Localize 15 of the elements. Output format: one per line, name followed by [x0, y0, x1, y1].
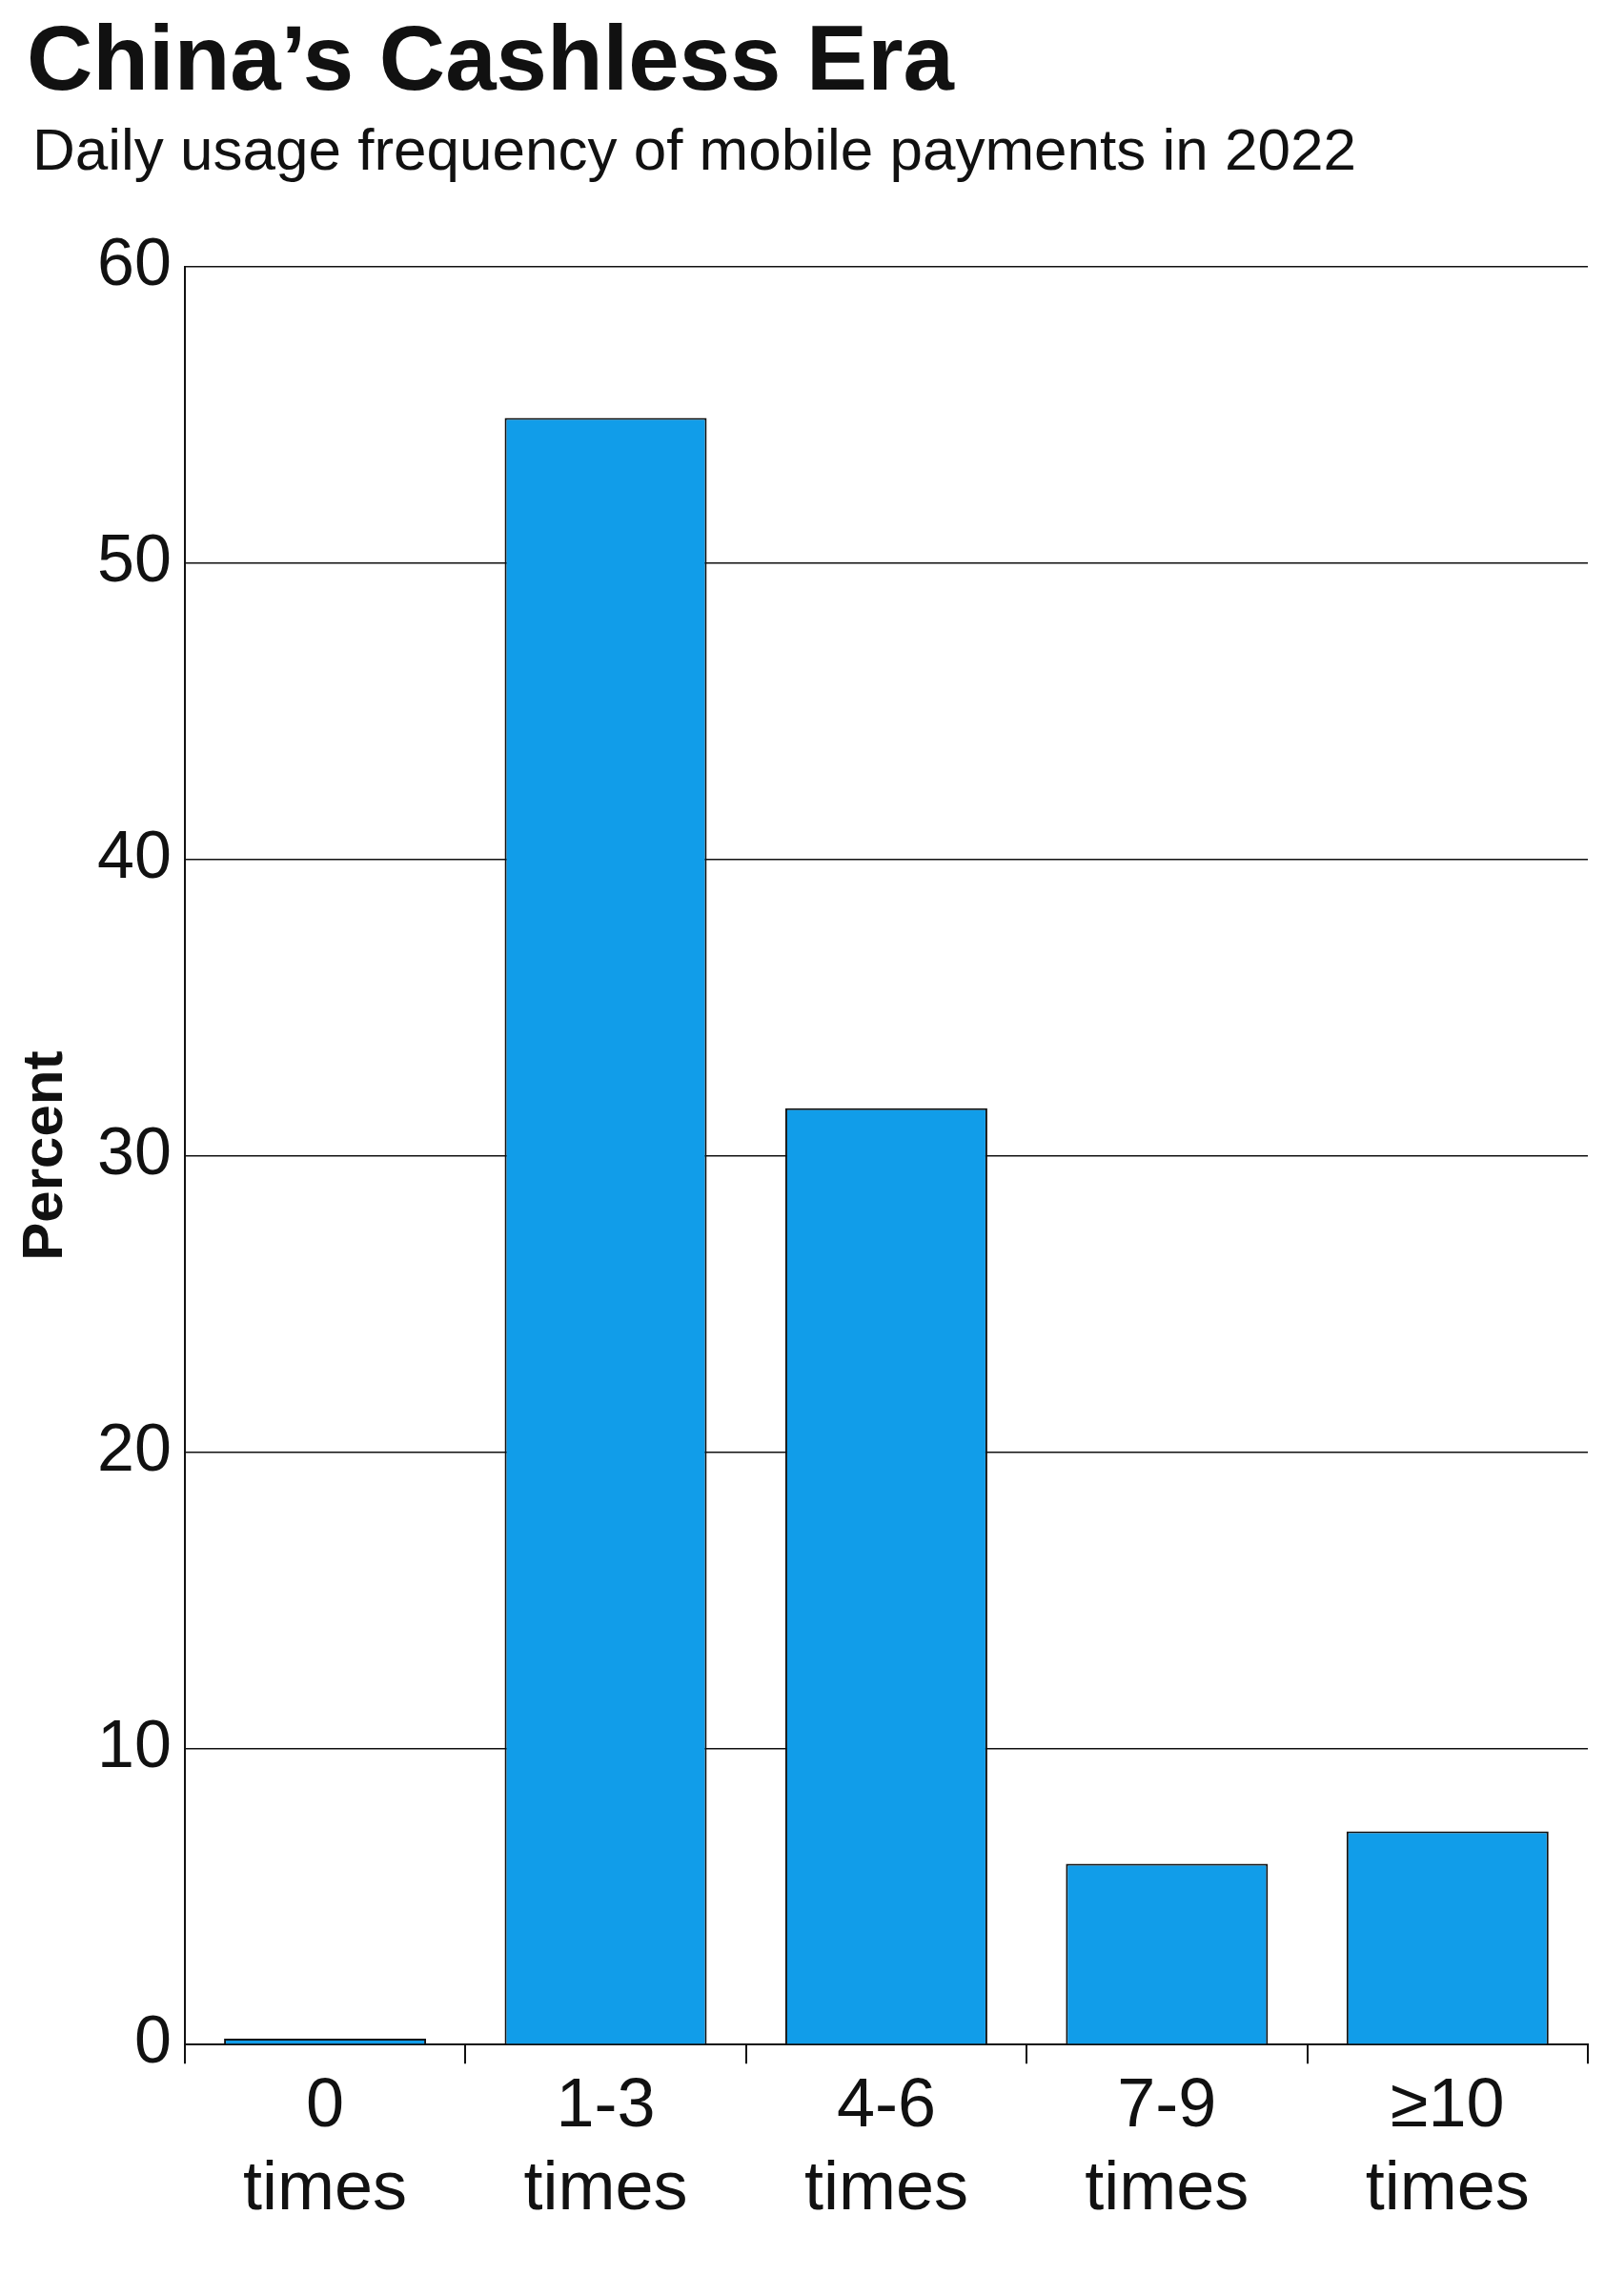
y-tick-label: 20	[96, 1410, 172, 1485]
x-tick-label: 7-9 times	[1085, 2064, 1249, 2224]
chart-subtitle: Daily usage frequency of mobile payments in 2022	[32, 114, 1357, 184]
x-tick-label: 0 times	[243, 2064, 408, 2224]
x-tick-label: 1-3 times	[523, 2064, 688, 2224]
chart-title: China’s Cashless Era	[27, 7, 956, 109]
y-tick-label: 0	[133, 2002, 172, 2078]
x-tick-label: 4-6 times	[803, 2064, 968, 2224]
y-tick-label: 40	[96, 818, 172, 893]
y-axis-title: Percent	[10, 1050, 74, 1261]
y-tick-label: 50	[96, 521, 172, 597]
y-tick-label: 10	[96, 1706, 172, 1781]
y-tick-label: 30	[96, 1113, 172, 1189]
y-tick-label: 60	[96, 225, 172, 300]
x-tick-label: ≥10 times	[1365, 2064, 1530, 2224]
